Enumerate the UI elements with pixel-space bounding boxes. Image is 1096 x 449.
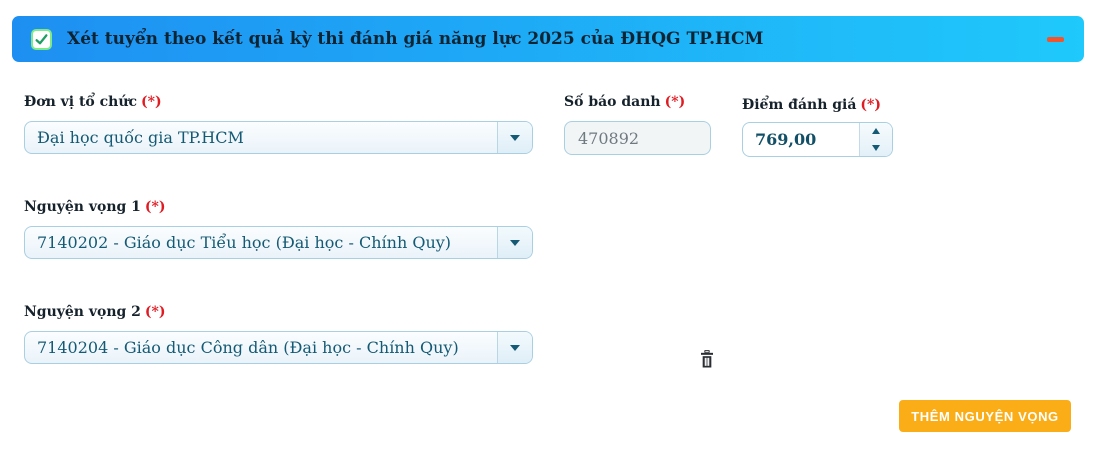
don-vi-to-chuc-label: Đơn vị tổ chức (*) [24,94,162,110]
nguyen-vong-1-label: Nguyện vọng 1 (*) [24,199,166,215]
nguyen-vong-1-select[interactable]: 7140202 - Giáo dục Tiểu học (Đại học - C… [24,226,533,259]
select-arrow-button [497,332,532,363]
spinner-up-button[interactable] [860,123,892,140]
select-arrow-button [497,122,532,153]
arrow-up-icon [872,128,880,135]
select-arrow-button [497,227,532,258]
select-selected-value: 7140202 - Giáo dục Tiểu học (Đại học - C… [37,233,452,252]
nguyen-vong-2-label: Nguyện vọng 2 (*) [24,304,166,320]
diem-danh-gia-input[interactable]: 769,00 [755,130,817,149]
nguyen-vong-2-select[interactable]: 7140204 - Giáo dục Công dân (Đại học - C… [24,331,533,364]
arrow-down-icon [872,144,880,151]
section-checkbox[interactable] [31,28,52,50]
add-wish-button[interactable]: THÊM NGUYỆN VỌNG [899,400,1071,432]
spinner-down-button[interactable] [860,140,892,157]
check-icon [35,33,48,44]
trash-icon [701,349,713,367]
don-vi-to-chuc-select[interactable]: Đại học quốc gia TP.HCM [24,121,533,154]
label-text: Điểm đánh giá [742,97,857,113]
select-selected-value: 7140204 - Giáo dục Công dân (Đại học - C… [37,338,459,357]
label-text: Nguyện vọng 2 [24,304,141,320]
required-mark: (*) [144,304,166,320]
caret-down-icon [510,344,520,351]
collapse-section-button[interactable] [1042,26,1068,52]
diem-danh-gia-field: 769,00 [742,122,893,157]
so-bao-danh-input[interactable] [564,121,711,155]
minus-icon [1046,36,1064,42]
label-text: Đơn vị tổ chức [24,94,138,110]
required-mark: (*) [144,199,166,215]
required-mark: (*) [141,94,162,110]
label-text: Nguyện vọng 1 [24,199,141,215]
delete-wish-button[interactable] [696,347,718,371]
caret-down-icon [510,239,520,246]
section-title: Xét tuyển theo kết quả kỳ thi đánh giá n… [67,29,764,49]
caret-down-icon [510,134,520,141]
label-text: Số báo danh [564,94,661,110]
diem-danh-gia-label: Điểm đánh giá (*) [742,97,881,113]
select-selected-value: Đại học quốc gia TP.HCM [37,128,244,147]
required-mark: (*) [664,94,686,110]
so-bao-danh-label: Số báo danh (*) [564,94,685,110]
required-mark: (*) [860,97,881,113]
number-spinner [859,123,892,156]
section-header-bar: Xét tuyển theo kết quả kỳ thi đánh giá n… [12,16,1084,62]
